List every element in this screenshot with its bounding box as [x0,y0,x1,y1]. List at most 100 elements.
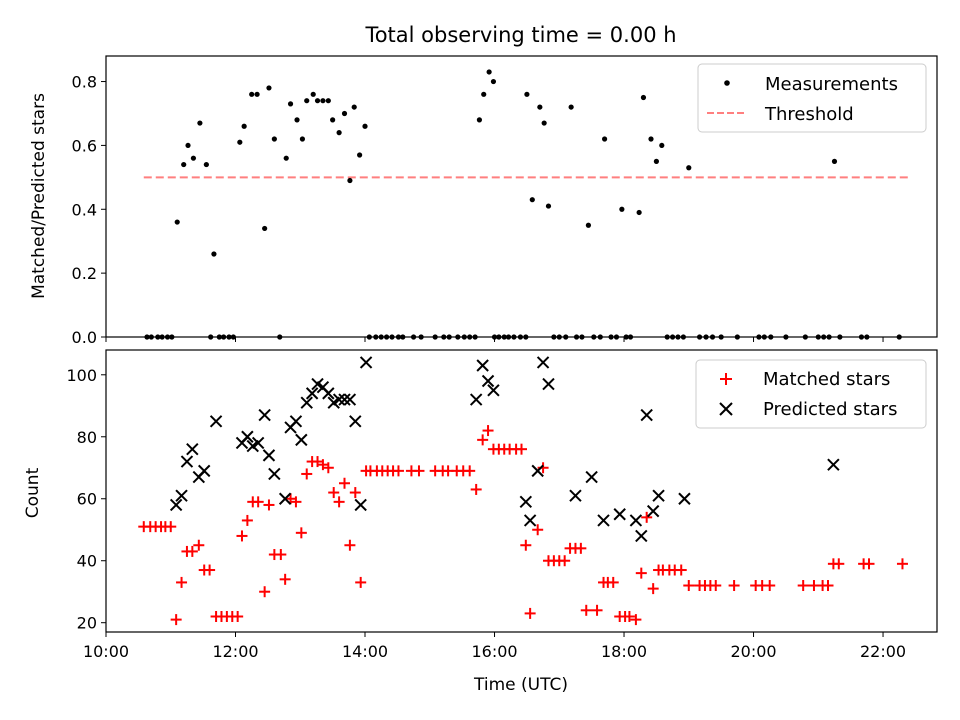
measurement-point [336,130,342,136]
bottom-legend: Matched stars Predicted stars [695,359,927,429]
predicted-star-stroke [251,436,265,450]
bottom-y-tick-label: 40 [77,552,97,571]
matched-star-point [683,580,695,592]
predicted-star-stroke [316,380,330,394]
measurement-point [299,136,306,142]
measurement-point [262,225,268,232]
predicted-star-stroke [652,489,665,502]
measurement-point [537,104,543,110]
ratio-panel: Total observing time = 0.00 h Matched/Pr… [29,23,938,347]
predicted-star-stroke [613,508,626,521]
predicted-star-point [646,504,660,518]
predicted-star-point [519,495,533,509]
predicted-star-stroke [262,449,276,462]
predicted-star-stroke [646,504,660,518]
predicted-star-stroke [349,415,362,428]
matched-star-point [575,542,587,554]
predicted-star-point [175,489,188,502]
measurement-point [529,197,535,203]
bottom-y-tick-label: 80 [77,428,97,447]
matched-star-point [532,524,544,536]
predicted-star-point [678,492,691,505]
matched-star-point [647,583,659,595]
predicted-star-stroke [569,489,582,502]
predicted-star-stroke [827,458,840,471]
legend-threshold-label: Threshold [764,104,854,125]
measurement-point [294,117,300,123]
x-tick-label: 12:00 [212,642,258,661]
measurement-point [174,219,180,225]
measurement-point [351,104,357,110]
x-tick-label: 22:00 [860,642,906,661]
top-y-tick-label: 0.4 [72,200,97,219]
predicted-star-point [585,470,598,484]
measurement-point [486,69,492,75]
measurement-point [640,94,647,101]
bottom-y-tick-label: 60 [77,490,97,509]
predicted-star-stroke [175,489,188,502]
x-axis-label: Time (UTC) [473,675,568,695]
predicted-star-point [629,514,643,527]
top-y-tick-label: 0.2 [72,264,97,283]
predicted-star-point [542,377,555,391]
predicted-star-stroke [258,408,271,422]
top-legend: Measurements Threshold [697,63,927,133]
predicted-star-point [354,498,367,512]
predicted-star-stroke [300,396,313,409]
predicted-star-point [597,514,610,527]
matched-star-point [263,499,275,511]
predicted-star-stroke [209,415,223,428]
predicted-star-point [300,396,313,409]
matched-star-point [641,511,653,523]
bottom-y-tick-label: 20 [77,614,97,633]
bottom-y-tick-label: 100 [66,366,97,385]
matched-star-point [328,487,340,499]
measurement-point [266,85,272,91]
measurement-point [541,120,547,126]
measurement-point [185,142,191,149]
matched-star-point [464,465,476,477]
predicted-star-point [613,508,626,521]
predicted-star-stroke [322,387,335,400]
matched-star-point [165,521,177,533]
predicted-star-point [186,442,199,456]
matched-star-point [295,527,307,539]
predicted-star-point [469,393,483,406]
predicted-star-point [343,393,357,406]
predicted-star-stroke [487,384,500,397]
predicted-star-point [523,514,537,527]
predicted-star-stroke [597,514,610,527]
predicted-star-point [209,415,223,428]
matched-star-point [170,614,182,626]
matched-star-point [675,564,687,576]
predicted-star-stroke [311,377,324,391]
measurement-point [310,91,316,97]
matched-star-point [728,580,740,592]
measurement-point [545,203,552,209]
matched-star-point [301,468,313,480]
matched-star-point [607,576,619,588]
predicted-star-stroke [469,393,483,406]
predicted-star-point [262,449,276,462]
predicted-star-stroke [678,492,691,505]
measurement-point [287,101,294,107]
legend-matched-marker [720,373,732,385]
matched-star-point [524,607,536,619]
matched-star-point [349,487,361,499]
matched-star-point [470,483,482,495]
measurement-point [283,155,289,161]
measurement-point [211,251,217,257]
matched-star-point [193,539,205,551]
predicted-star-point [635,529,648,543]
predicted-star-point [481,374,495,388]
matched-star-point [516,443,527,455]
predicted-star-point [487,384,500,397]
matched-star-point [232,611,244,623]
measurement-point [648,136,654,142]
bottom-axis-ticks: 20 40 60 80 100 10:00 12:00 14:00 16:00 18:00 20:0… [66,366,906,661]
predicted-star-stroke [536,356,550,369]
predicted-star-stroke [241,430,254,443]
predicted-star-stroke [354,498,367,512]
predicted-star-stroke [295,433,308,447]
legend-measurements-marker [724,80,730,86]
